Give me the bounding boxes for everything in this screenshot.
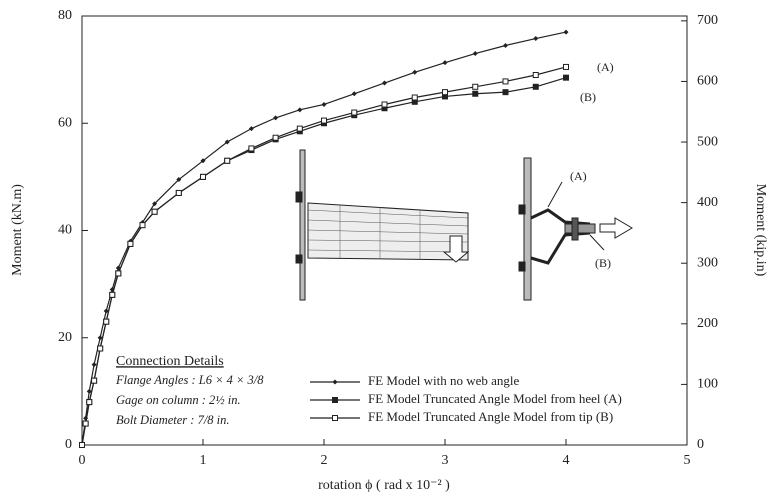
y2-tick-label: 500 (697, 134, 718, 149)
data-point (412, 95, 417, 100)
data-point (80, 443, 85, 448)
data-point (98, 346, 103, 351)
x-tick-label: 3 (442, 453, 449, 468)
data-point (503, 79, 508, 84)
data-point (273, 115, 278, 120)
y-tick-label: 60 (58, 115, 72, 130)
legend-marker (333, 398, 338, 403)
legend-marker (333, 416, 338, 421)
data-point (564, 64, 569, 69)
y-tick-label: 80 (58, 8, 72, 23)
data-point (297, 107, 302, 112)
data-point (322, 118, 327, 123)
y-axis-label: Moment (kN.m) (10, 184, 25, 276)
annotation: (A) (597, 60, 614, 74)
y-tick-label: 40 (58, 223, 72, 238)
data-point (140, 223, 145, 228)
legend-label: FE Model with no web angle (368, 373, 520, 388)
y2-tick-label: 400 (697, 195, 718, 210)
data-point (564, 30, 569, 35)
data-point (176, 190, 181, 195)
data-point (443, 90, 448, 95)
data-point (116, 271, 121, 276)
details-line: Bolt Diameter : 7/8 in. (116, 413, 230, 427)
details-line: Gage on column : 2½ in. (116, 393, 241, 407)
data-point (297, 126, 302, 131)
data-point (503, 43, 508, 48)
y2-axis-label: Moment (kip.in) (753, 184, 768, 277)
data-point (92, 362, 97, 367)
data-point (352, 110, 357, 115)
data-point (152, 209, 157, 214)
x-tick-label: 5 (684, 453, 691, 468)
annotation: (B) (595, 256, 611, 270)
x-axis-label: rotation ϕ ( rad x 10⁻² ) (318, 478, 450, 493)
details-title: Connection Details (116, 354, 224, 369)
x-tick-label: 1 (200, 453, 207, 468)
data-point (273, 135, 278, 140)
y2-tick-label: 600 (697, 74, 718, 89)
beam-drawing (296, 150, 468, 300)
data-point (473, 51, 478, 56)
data-point (92, 378, 97, 383)
y2-tick-label: 100 (697, 377, 718, 392)
data-point (412, 70, 417, 75)
data-point (352, 91, 357, 96)
x-tick-label: 0 (79, 453, 86, 468)
data-point (473, 91, 478, 96)
data-point (225, 158, 230, 163)
annotation: (B) (580, 90, 596, 104)
data-point (503, 90, 508, 95)
y2-tick-label: 700 (697, 13, 718, 28)
series-line (82, 78, 566, 445)
data-point (83, 421, 88, 426)
data-point (249, 126, 254, 131)
data-point (443, 60, 448, 65)
legend-marker (333, 380, 338, 385)
legend-label: FE Model Truncated Angle Model from tip … (368, 409, 613, 424)
data-point (473, 84, 478, 89)
y-tick-label: 20 (58, 330, 72, 345)
y2-tick-label: 200 (697, 316, 718, 331)
data-point (128, 241, 133, 246)
y-tick-label: 0 (65, 437, 72, 452)
y2-tick-label: 0 (697, 437, 704, 452)
x-tick-label: 4 (563, 453, 570, 468)
data-point (201, 174, 206, 179)
y2-tick-label: 300 (697, 255, 718, 270)
annotation: (A) (570, 169, 587, 183)
data-point (104, 319, 109, 324)
data-point (249, 146, 254, 151)
data-point (533, 36, 538, 41)
data-point (382, 81, 387, 86)
x-tick-label: 2 (321, 453, 328, 468)
data-point (110, 292, 115, 297)
data-point (564, 75, 569, 80)
page: {"chart_data": {"type": "line", "xlabel"… (0, 0, 775, 499)
data-point (382, 102, 387, 107)
data-point (322, 102, 327, 107)
legend-label: FE Model Truncated Angle Model from heel… (368, 391, 622, 406)
data-point (533, 84, 538, 89)
chart: rotation ϕ ( rad x 10⁻² ) Moment (kN.m) … (0, 0, 775, 499)
data-point (87, 400, 92, 405)
data-point (533, 72, 538, 77)
details-line: Flange Angles : L6 × 4 × 3/8 (115, 373, 264, 387)
